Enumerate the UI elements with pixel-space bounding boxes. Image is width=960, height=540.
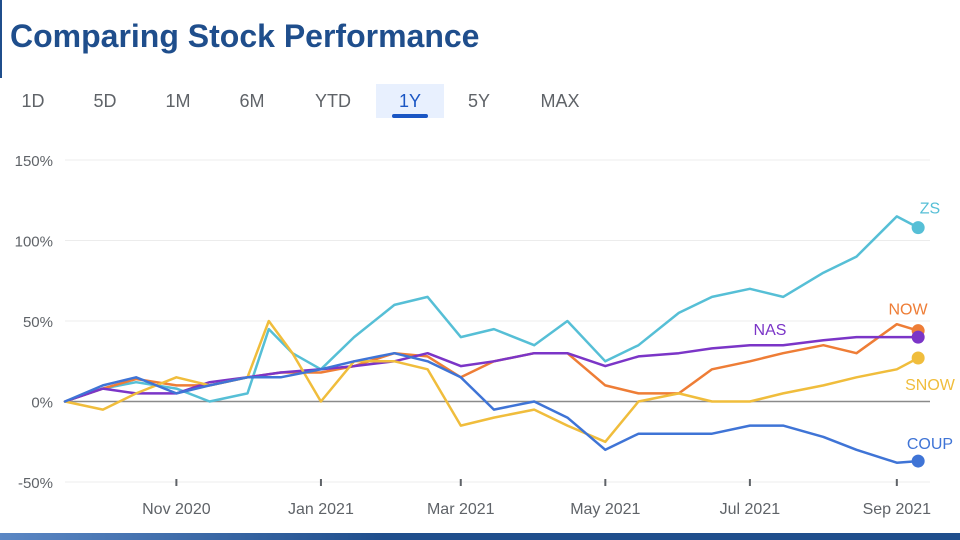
series-endpoint-nas bbox=[911, 330, 925, 344]
series-endpoint-coup bbox=[911, 454, 925, 468]
tab-5d[interactable]: 5D bbox=[93, 91, 117, 111]
y-tick-label: 150% bbox=[15, 153, 53, 170]
x-tick-label: Jan 2021 bbox=[288, 501, 354, 518]
series-label-nas: NAS bbox=[754, 322, 787, 339]
tab-ytd[interactable]: YTD bbox=[315, 91, 351, 111]
series-label-snow: SNOW bbox=[905, 377, 956, 394]
x-tick-label: May 2021 bbox=[570, 501, 640, 518]
tab-6m[interactable]: 6M bbox=[239, 91, 265, 111]
series-label-coup: COUP bbox=[907, 436, 953, 453]
x-tick-label: Nov 2020 bbox=[142, 501, 211, 518]
tab-max[interactable]: MAX bbox=[540, 91, 580, 111]
y-tick-label: 0% bbox=[31, 395, 53, 412]
time-range-tabs: 1D 5D 1M 6M YTD 1Y 5Y MAX bbox=[0, 84, 620, 120]
y-tick-label: 50% bbox=[23, 314, 53, 331]
series-line-zs bbox=[63, 215, 920, 403]
series-label-zs: ZS bbox=[920, 201, 940, 218]
page-title: Comparing Stock Performance bbox=[10, 18, 480, 54]
series-endpoint-snow bbox=[911, 351, 925, 365]
y-tick-label: 100% bbox=[15, 234, 53, 251]
series-endpoint-zs bbox=[911, 221, 925, 235]
tab-1y[interactable]: 1Y bbox=[376, 84, 444, 118]
tab-5y[interactable]: 5Y bbox=[467, 91, 491, 111]
series-label-now: NOW bbox=[888, 302, 928, 319]
x-tick-label: Sep 2021 bbox=[863, 501, 932, 518]
title-box: Comparing Stock Performance bbox=[0, 0, 960, 78]
stock-performance-chart: -50% 0% 50% 100% 150% Nov 2020 Jan 2021 Mar 202… bbox=[15, 153, 956, 518]
x-tick-label: Mar 2021 bbox=[427, 501, 495, 518]
tab-1d[interactable]: 1D bbox=[21, 91, 45, 111]
tab-1m[interactable]: 1M bbox=[165, 91, 191, 111]
y-tick-label: -50% bbox=[18, 475, 53, 492]
series-line-coup bbox=[63, 351, 920, 464]
series-line-snow bbox=[63, 319, 920, 444]
x-tick-label: Jul 2021 bbox=[720, 501, 781, 518]
series-line-nas bbox=[63, 335, 920, 403]
footer-bar bbox=[0, 533, 960, 540]
